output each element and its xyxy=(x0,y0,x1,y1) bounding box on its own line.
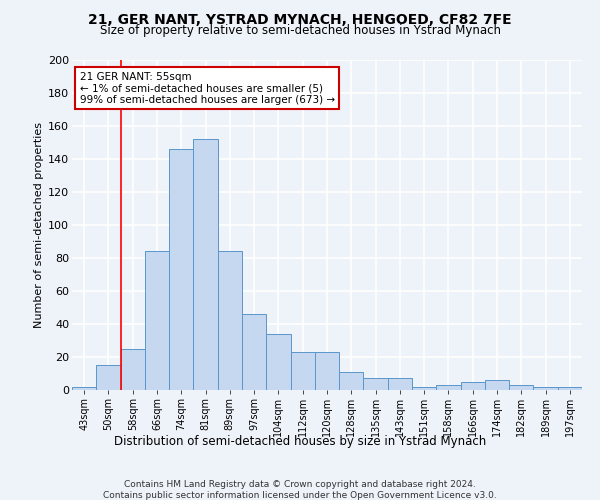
Bar xyxy=(461,382,485,390)
Bar xyxy=(145,252,169,390)
Text: Contains public sector information licensed under the Open Government Licence v3: Contains public sector information licen… xyxy=(103,491,497,500)
Bar xyxy=(533,386,558,390)
Bar xyxy=(218,252,242,390)
Text: Size of property relative to semi-detached houses in Ystrad Mynach: Size of property relative to semi-detach… xyxy=(100,24,500,37)
Bar xyxy=(266,334,290,390)
Bar xyxy=(388,378,412,390)
Y-axis label: Number of semi-detached properties: Number of semi-detached properties xyxy=(34,122,44,328)
Bar xyxy=(315,352,339,390)
Bar xyxy=(412,386,436,390)
Bar xyxy=(364,378,388,390)
Bar xyxy=(485,380,509,390)
Text: 21, GER NANT, YSTRAD MYNACH, HENGOED, CF82 7FE: 21, GER NANT, YSTRAD MYNACH, HENGOED, CF… xyxy=(88,12,512,26)
Bar xyxy=(169,149,193,390)
Bar xyxy=(509,385,533,390)
Text: Distribution of semi-detached houses by size in Ystrad Mynach: Distribution of semi-detached houses by … xyxy=(114,435,486,448)
Bar xyxy=(436,385,461,390)
Bar xyxy=(339,372,364,390)
Bar xyxy=(558,386,582,390)
Bar xyxy=(242,314,266,390)
Text: 21 GER NANT: 55sqm
← 1% of semi-detached houses are smaller (5)
99% of semi-deta: 21 GER NANT: 55sqm ← 1% of semi-detached… xyxy=(80,72,335,105)
Text: Contains HM Land Registry data © Crown copyright and database right 2024.: Contains HM Land Registry data © Crown c… xyxy=(124,480,476,489)
Bar xyxy=(96,365,121,390)
Bar xyxy=(121,349,145,390)
Bar xyxy=(290,352,315,390)
Bar xyxy=(72,386,96,390)
Bar xyxy=(193,139,218,390)
